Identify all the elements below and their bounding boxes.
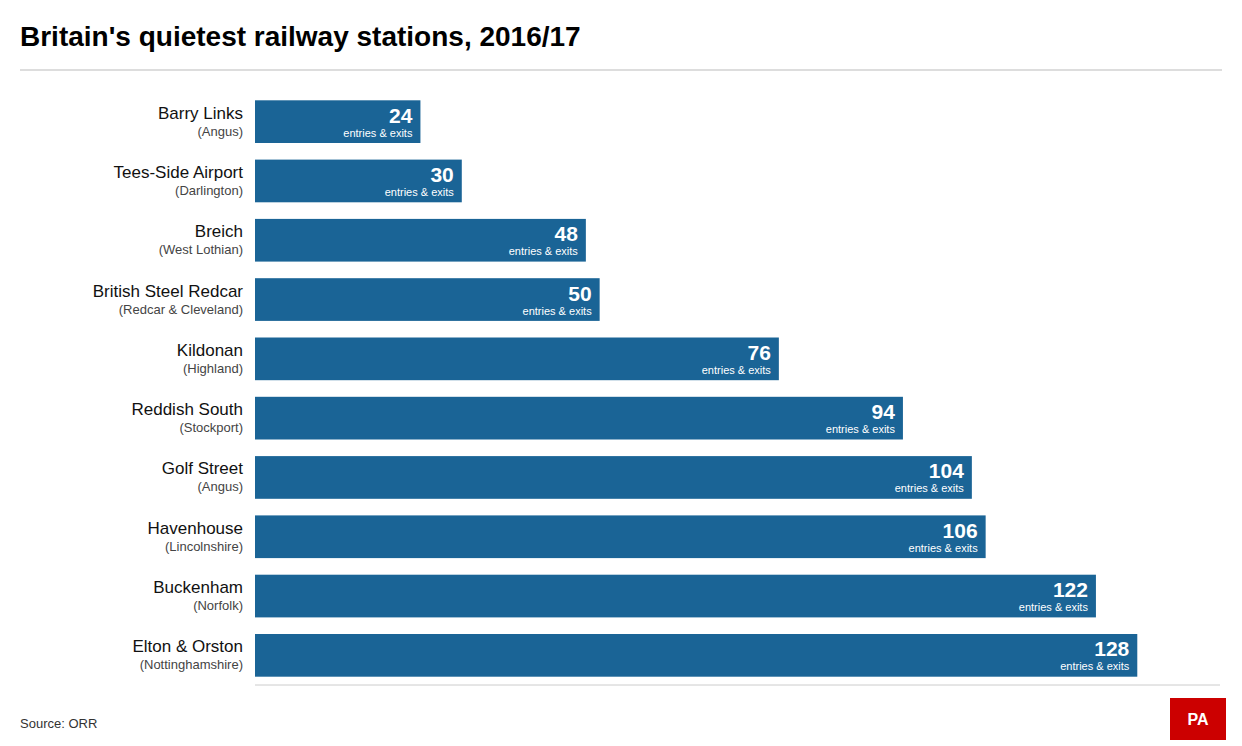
data-label: 94 xyxy=(872,400,896,423)
region-label: (Angus) xyxy=(197,124,243,139)
category-label: Reddish South xyxy=(131,400,243,419)
region-label: (Angus) xyxy=(197,479,243,494)
logo-text: PA xyxy=(1187,711,1208,728)
category-label: Golf Street xyxy=(162,459,244,478)
bar xyxy=(255,634,1137,677)
region-label: (West Lothian) xyxy=(159,242,243,257)
bar xyxy=(255,456,972,499)
bars xyxy=(255,100,1137,676)
bar xyxy=(255,338,779,381)
bar xyxy=(255,278,600,321)
category-label: Kildonan xyxy=(177,341,243,360)
category-label: Buckenham xyxy=(153,578,243,597)
data-sublabel: entries & exits xyxy=(826,423,896,435)
category-label: Elton & Orston xyxy=(132,637,243,656)
region-label: (Highland) xyxy=(183,361,243,376)
data-label: 106 xyxy=(943,519,978,542)
x-axis-line xyxy=(255,685,1220,686)
title-rule xyxy=(20,70,1222,71)
category-label: Tees-Side Airport xyxy=(114,163,244,182)
bar xyxy=(255,100,420,143)
bar xyxy=(255,219,586,262)
data-sublabel: entries & exits xyxy=(895,482,965,494)
title: Britain's quietest railway stations, 201… xyxy=(20,21,581,52)
data-sublabel: entries & exits xyxy=(1019,601,1089,613)
data-label: 24 xyxy=(389,104,413,127)
bar xyxy=(255,515,986,558)
data-label: 104 xyxy=(929,459,964,482)
category-label: Breich xyxy=(195,222,243,241)
data-label: 128 xyxy=(1094,637,1129,660)
labels: Barry Links(Angus)24entries & exitsTees-… xyxy=(93,104,1130,673)
data-sublabel: entries & exits xyxy=(385,186,455,198)
bar xyxy=(255,160,462,203)
bar xyxy=(255,575,1096,618)
category-label: Havenhouse xyxy=(148,519,243,538)
data-sublabel: entries & exits xyxy=(909,542,979,554)
data-label: 50 xyxy=(568,282,591,305)
data-sublabel: entries & exits xyxy=(523,305,593,317)
region-label: (Redcar & Cleveland) xyxy=(119,302,243,317)
bar xyxy=(255,397,903,440)
region-label: (Lincolnshire) xyxy=(165,539,243,554)
region-label: (Norfolk) xyxy=(193,598,243,613)
category-label: British Steel Redcar xyxy=(93,282,244,301)
source: Source: ORR xyxy=(20,716,97,731)
category-label: Barry Links xyxy=(158,104,243,123)
data-sublabel: entries & exits xyxy=(1060,660,1130,672)
data-sublabel: entries & exits xyxy=(343,127,413,139)
region-label: (Stockport) xyxy=(179,420,243,435)
data-sublabel: entries & exits xyxy=(702,364,772,376)
data-label: 30 xyxy=(430,163,453,186)
data-label: 48 xyxy=(554,222,578,245)
data-label: 122 xyxy=(1053,578,1088,601)
region-label: (Nottinghamshire) xyxy=(140,657,243,672)
region-label: (Darlington) xyxy=(175,183,243,198)
logo-box xyxy=(1170,698,1226,740)
chart: Britain's quietest railway stations, 201… xyxy=(0,0,1242,746)
data-label: 76 xyxy=(747,341,770,364)
data-sublabel: entries & exits xyxy=(509,245,579,257)
logo: PA xyxy=(1170,698,1226,740)
